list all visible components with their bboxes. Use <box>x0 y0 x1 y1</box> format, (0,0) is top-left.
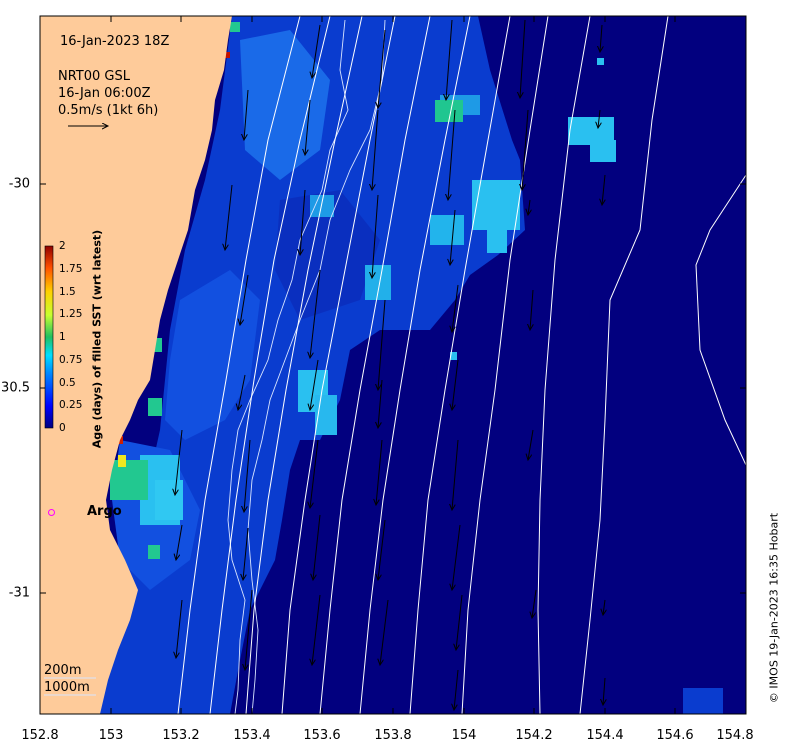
green-patch <box>435 100 463 122</box>
colorbar-tick: 2 <box>59 240 66 252</box>
colorbar <box>44 245 54 429</box>
colorbar-tick: 0 <box>59 422 66 434</box>
axis-ticks <box>39 16 747 714</box>
x-tick-label: 154 <box>451 728 477 743</box>
colorbar-tick: 0.5 <box>59 377 76 389</box>
cyan-patch <box>590 140 616 162</box>
isobath-label-200m: 200m <box>44 663 82 678</box>
streamlines <box>177 16 746 714</box>
x-tick-label: 153.8 <box>374 728 412 743</box>
argo-label: Argo <box>87 504 122 519</box>
cyan-patch <box>597 58 604 65</box>
cyan-patch <box>155 480 183 520</box>
x-tick-label: 153.4 <box>233 728 271 743</box>
nearshore-sst-field <box>100 16 525 714</box>
green-patch <box>148 545 160 559</box>
x-tick-label: 154.4 <box>586 728 624 743</box>
colorbar-tick: 1.75 <box>59 263 83 275</box>
x-tick-label: 153.2 <box>162 728 200 743</box>
current-vectors <box>175 19 605 710</box>
x-tick-label: 154.2 <box>515 728 553 743</box>
y-tick-label: -30 <box>8 176 30 192</box>
colorbar-label: Age (days) of filled SST (wrt latest) <box>90 229 104 449</box>
x-tick-label: 154.6 <box>656 728 694 743</box>
yellow-speck <box>118 455 126 467</box>
isobath-label-1000m: 1000m <box>44 680 90 695</box>
cyan-patch <box>487 225 507 253</box>
red-speck <box>225 52 230 58</box>
x-tick-label: 152.8 <box>21 728 59 743</box>
current-time: 16-Jan 06:00Z <box>58 86 151 101</box>
green-patch <box>230 22 240 32</box>
y-tick-label: 30.5 <box>1 380 30 396</box>
map-timestamp: 16-Jan-2023 18Z <box>60 34 170 49</box>
cyan-patch <box>450 352 457 360</box>
cyan-patch <box>365 265 391 300</box>
x-tick-label: 154.8 <box>716 728 754 743</box>
x-tick-label: 153.6 <box>303 728 341 743</box>
cyan-patch <box>310 195 334 217</box>
colorbar-tick: 0.75 <box>59 354 83 366</box>
mid-patch <box>240 30 330 180</box>
argo-float-marker[interactable] <box>48 509 55 516</box>
y-tick-label: -31 <box>8 585 30 601</box>
green-patch <box>148 398 162 416</box>
colorbar-tick: 1.5 <box>59 286 76 298</box>
cyan-patch <box>472 180 520 230</box>
cyan-patch <box>683 688 723 714</box>
cyan-patch <box>315 395 337 435</box>
colorbar-tick: 0.25 <box>59 399 83 411</box>
green-patch <box>152 338 162 352</box>
imos-credit: © IMOS 19-Jan-2023 16:35 Hobart <box>767 512 781 704</box>
isobath-200m <box>227 19 349 714</box>
colorbar-tick: 1.25 <box>59 308 83 320</box>
colorbar-tick: 1 <box>59 331 66 343</box>
shelf-patch <box>165 270 260 440</box>
current-scale-label: 0.5m/s (1kt 6h) <box>58 103 159 118</box>
green-patch <box>110 460 148 500</box>
x-tick-label: 153 <box>98 728 124 743</box>
product-name: NRT00 GSL <box>58 69 130 84</box>
cyan-patch <box>430 215 464 245</box>
land-mass <box>40 16 232 714</box>
